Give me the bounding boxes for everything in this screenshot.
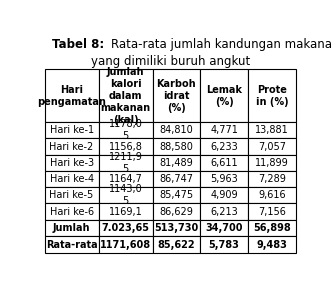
Text: 513,730: 513,730 bbox=[154, 223, 199, 233]
Bar bbox=[200, 139, 248, 155]
Text: Hari ke-1: Hari ke-1 bbox=[49, 125, 94, 135]
Text: Hari ke-5: Hari ke-5 bbox=[49, 190, 94, 200]
Text: 11,899: 11,899 bbox=[255, 158, 289, 168]
Text: 7,289: 7,289 bbox=[258, 174, 286, 184]
Text: Prote
in (%): Prote in (%) bbox=[256, 85, 288, 107]
Bar bbox=[44, 187, 99, 203]
Text: 34,700: 34,700 bbox=[206, 223, 243, 233]
Text: 88,580: 88,580 bbox=[159, 141, 193, 151]
Text: 7,057: 7,057 bbox=[258, 141, 286, 151]
Text: 6,213: 6,213 bbox=[210, 206, 238, 217]
Bar bbox=[44, 236, 99, 253]
Text: Jumlah: Jumlah bbox=[53, 223, 90, 233]
Text: Rata-rata: Rata-rata bbox=[46, 240, 97, 250]
Bar bbox=[153, 187, 200, 203]
Text: 7,156: 7,156 bbox=[258, 206, 286, 217]
Text: 85,475: 85,475 bbox=[159, 190, 194, 200]
Text: 4,909: 4,909 bbox=[210, 190, 238, 200]
Text: 6,233: 6,233 bbox=[210, 141, 238, 151]
Text: 85,622: 85,622 bbox=[158, 240, 195, 250]
Text: Hari ke-6: Hari ke-6 bbox=[49, 206, 94, 217]
Text: 5,963: 5,963 bbox=[210, 174, 238, 184]
Bar bbox=[153, 155, 200, 171]
Bar bbox=[99, 220, 153, 236]
Bar bbox=[99, 69, 153, 122]
Text: Jumlah
kalori
dalam
makanan
(kal): Jumlah kalori dalam makanan (kal) bbox=[101, 67, 151, 124]
Text: 81,489: 81,489 bbox=[160, 158, 193, 168]
Bar bbox=[153, 220, 200, 236]
Bar bbox=[248, 187, 296, 203]
Bar bbox=[153, 139, 200, 155]
Text: 1211,9
5: 1211,9 5 bbox=[109, 152, 142, 174]
Text: 1169,1: 1169,1 bbox=[109, 206, 142, 217]
Bar bbox=[44, 220, 99, 236]
Text: Hari ke-2: Hari ke-2 bbox=[49, 141, 94, 151]
Text: 1164,7: 1164,7 bbox=[109, 174, 142, 184]
Text: 86,629: 86,629 bbox=[159, 206, 193, 217]
Bar bbox=[153, 69, 200, 122]
Bar bbox=[44, 69, 99, 122]
Text: 1143,0
5: 1143,0 5 bbox=[109, 184, 142, 206]
Bar bbox=[99, 171, 153, 187]
Bar bbox=[99, 236, 153, 253]
Bar bbox=[153, 236, 200, 253]
Bar bbox=[99, 203, 153, 220]
Bar bbox=[153, 203, 200, 220]
Bar bbox=[200, 171, 248, 187]
Bar bbox=[200, 69, 248, 122]
Bar bbox=[44, 171, 99, 187]
Text: 7.023,65: 7.023,65 bbox=[102, 223, 150, 233]
Text: 1178,0
5: 1178,0 5 bbox=[109, 119, 142, 141]
Text: 6,611: 6,611 bbox=[210, 158, 238, 168]
Bar bbox=[248, 139, 296, 155]
Bar bbox=[200, 155, 248, 171]
Bar bbox=[248, 171, 296, 187]
Text: Hari ke-4: Hari ke-4 bbox=[49, 174, 94, 184]
Bar bbox=[44, 155, 99, 171]
Bar bbox=[200, 203, 248, 220]
Bar bbox=[99, 187, 153, 203]
Text: 5,783: 5,783 bbox=[209, 240, 240, 250]
Bar bbox=[44, 122, 99, 139]
Text: 56,898: 56,898 bbox=[253, 223, 291, 233]
Text: 4,771: 4,771 bbox=[210, 125, 238, 135]
Bar bbox=[248, 220, 296, 236]
Text: 9,616: 9,616 bbox=[258, 190, 286, 200]
Text: Hari ke-3: Hari ke-3 bbox=[49, 158, 94, 168]
Text: Lemak
(%): Lemak (%) bbox=[206, 85, 242, 107]
Bar bbox=[99, 139, 153, 155]
Bar bbox=[44, 139, 99, 155]
Text: Karboh
idrat
(%): Karboh idrat (%) bbox=[157, 79, 196, 113]
Bar bbox=[248, 236, 296, 253]
Bar bbox=[99, 122, 153, 139]
Bar bbox=[99, 155, 153, 171]
Bar bbox=[200, 187, 248, 203]
Bar bbox=[200, 122, 248, 139]
Text: 13,881: 13,881 bbox=[255, 125, 289, 135]
Text: Tabel 8:: Tabel 8: bbox=[52, 38, 104, 51]
Bar bbox=[248, 203, 296, 220]
Bar bbox=[153, 122, 200, 139]
Bar bbox=[153, 171, 200, 187]
Bar bbox=[200, 220, 248, 236]
Text: Hari
pengamatan: Hari pengamatan bbox=[37, 85, 106, 107]
Text: 86,747: 86,747 bbox=[159, 174, 194, 184]
Bar bbox=[248, 155, 296, 171]
Bar bbox=[248, 69, 296, 122]
Text: 1156,8: 1156,8 bbox=[109, 141, 142, 151]
Text: 9,483: 9,483 bbox=[256, 240, 287, 250]
Bar bbox=[44, 203, 99, 220]
Text: yang dimiliki buruh angkut: yang dimiliki buruh angkut bbox=[91, 55, 250, 68]
Bar bbox=[248, 122, 296, 139]
Text: Rata-rata jumlah kandungan makanan: Rata-rata jumlah kandungan makanan bbox=[111, 38, 332, 51]
Text: 1171,608: 1171,608 bbox=[100, 240, 151, 250]
Text: 84,810: 84,810 bbox=[160, 125, 193, 135]
Bar bbox=[200, 236, 248, 253]
